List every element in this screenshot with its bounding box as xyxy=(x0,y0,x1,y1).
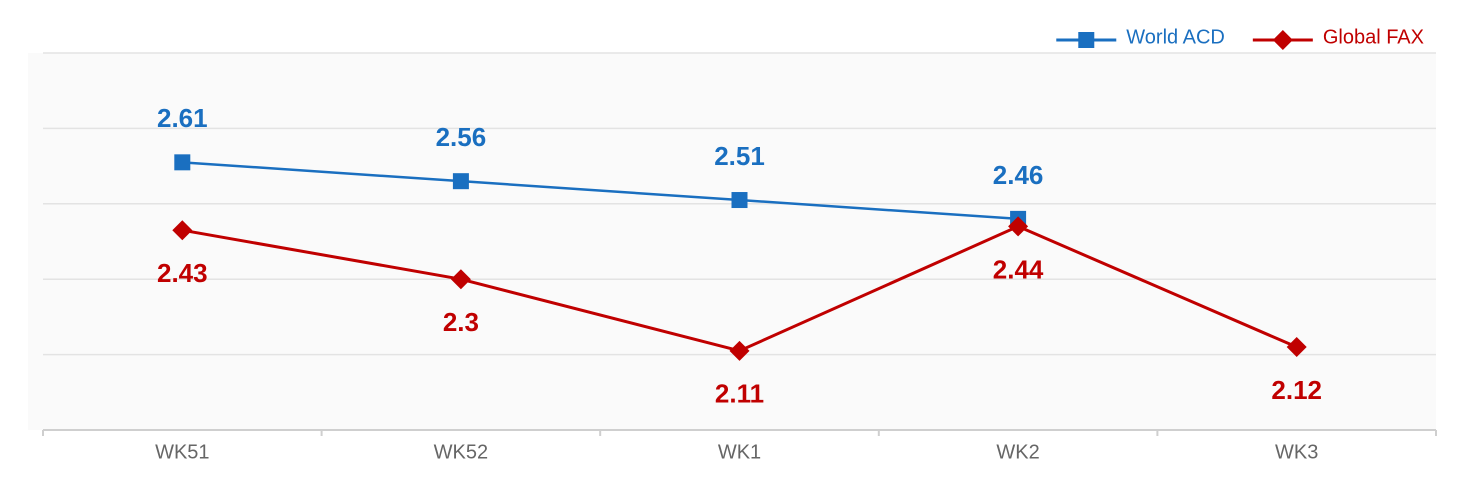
legend-entry: World ACD xyxy=(1056,26,1225,48)
legend-marker xyxy=(1272,30,1293,50)
data-label: 2.11 xyxy=(715,379,764,409)
legend-entry: Global FAX xyxy=(1252,26,1424,50)
data-label: 2.12 xyxy=(1271,375,1322,405)
data-point xyxy=(731,192,748,209)
data-point xyxy=(1008,216,1029,237)
data-label: 2.43 xyxy=(157,258,208,288)
data-label: 2.61 xyxy=(157,103,208,133)
data-point xyxy=(729,340,750,361)
x-tick-label: WK2 xyxy=(996,441,1039,463)
data-label: 2.56 xyxy=(436,122,487,152)
data-point xyxy=(172,220,193,241)
data-point xyxy=(1286,337,1307,358)
series-line xyxy=(182,161,1019,221)
legend-label: Global FAX xyxy=(1323,26,1424,48)
data-label: 2.51 xyxy=(714,141,765,171)
x-tick-label: WK52 xyxy=(434,441,488,463)
data-point xyxy=(450,269,471,290)
data-point xyxy=(174,154,191,171)
plot-background xyxy=(28,53,1436,430)
data-label: 2.46 xyxy=(993,160,1044,190)
x-tick-label: WK3 xyxy=(1275,441,1318,463)
x-tick-label: WK51 xyxy=(155,441,209,463)
data-label: 2.44 xyxy=(993,254,1044,284)
data-point xyxy=(452,173,469,190)
legend-label: World ACD xyxy=(1126,26,1225,48)
legend-marker xyxy=(1078,32,1095,48)
data-label: 2.3 xyxy=(443,307,479,337)
x-tick-label: WK1 xyxy=(718,441,761,463)
